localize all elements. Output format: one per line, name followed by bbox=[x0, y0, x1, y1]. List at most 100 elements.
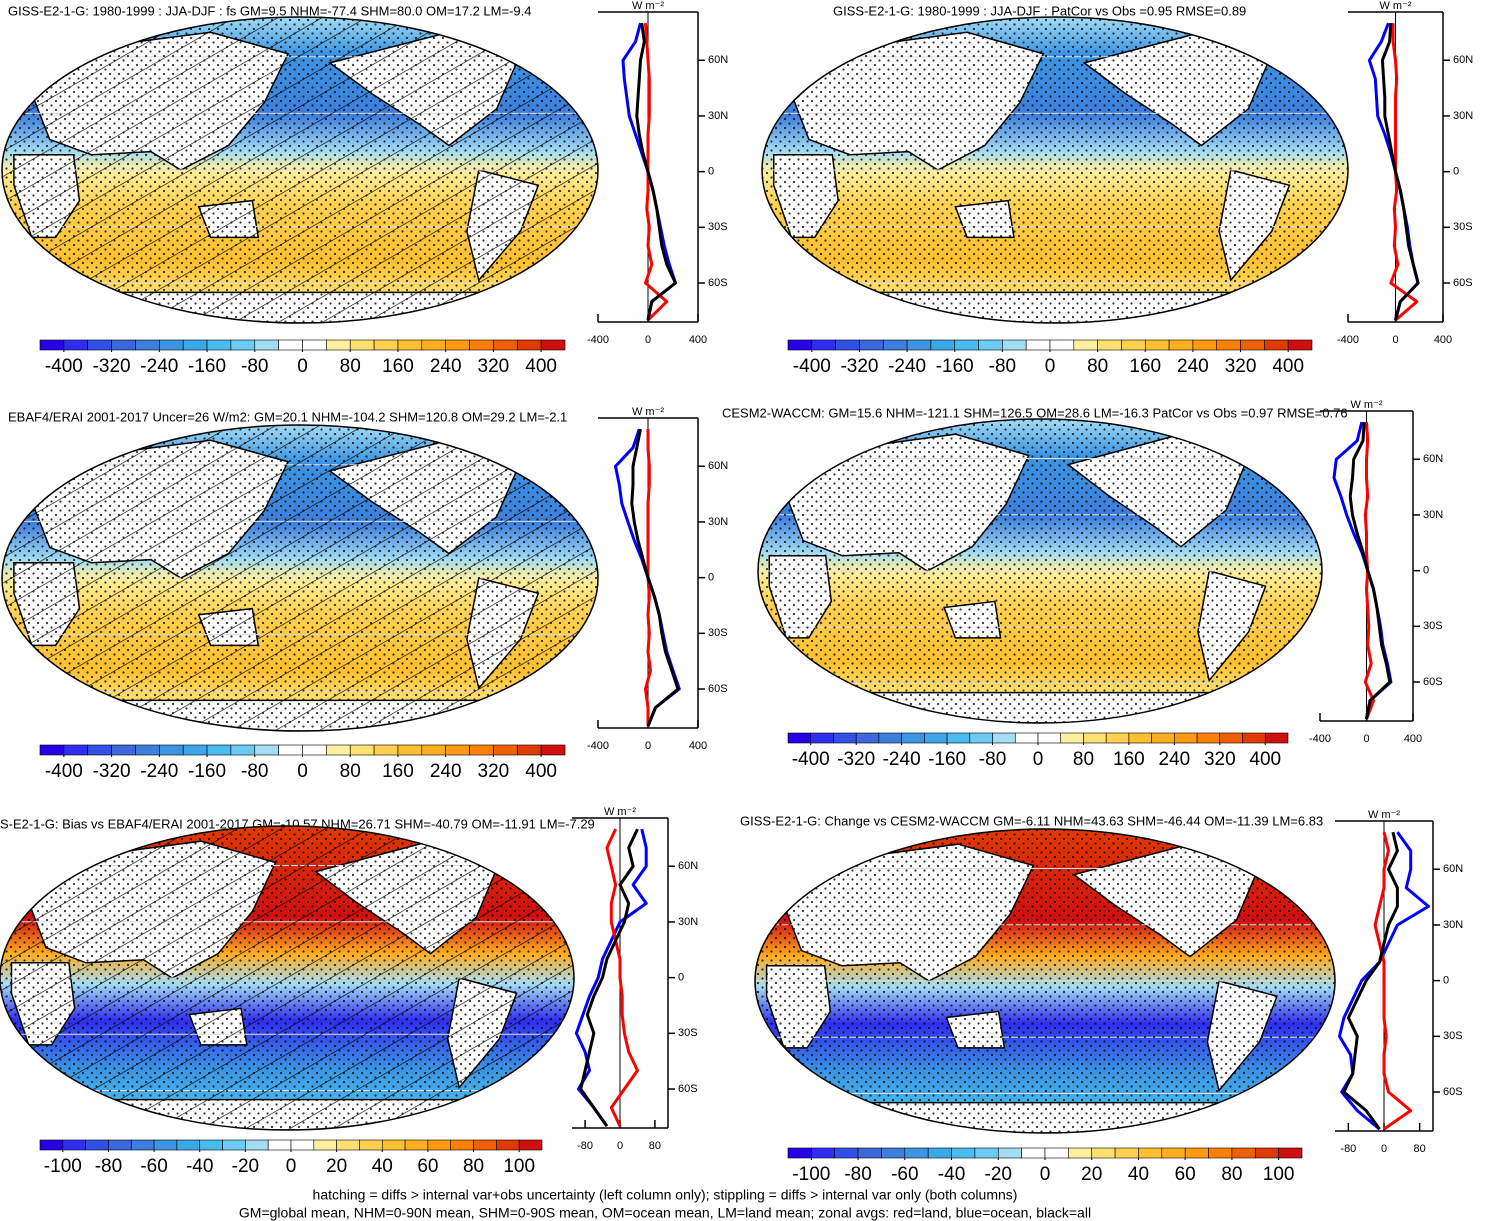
colorbar-box bbox=[469, 339, 494, 351]
y-tick-label: 60S bbox=[678, 1083, 698, 1095]
colorbar-box bbox=[182, 339, 208, 351]
colorbar-label: -80 bbox=[844, 1164, 871, 1185]
colorbar-label: 160 bbox=[1129, 356, 1161, 377]
colorbar-box bbox=[1242, 732, 1266, 744]
colorbar-label: -320 bbox=[93, 356, 131, 377]
colorbar-label: 320 bbox=[1204, 749, 1236, 770]
colorbar-box bbox=[1196, 732, 1221, 744]
continent bbox=[1270, 837, 1313, 891]
colorbar-box bbox=[997, 1147, 1022, 1159]
colorbar-box bbox=[1021, 1147, 1046, 1159]
map bbox=[2, 17, 598, 323]
colorbar-label: -160 bbox=[188, 356, 226, 377]
zonal-line bbox=[579, 828, 639, 1127]
y-tick-label: 60S bbox=[1423, 676, 1443, 688]
x-tick-label: -80 bbox=[1340, 1143, 1356, 1155]
colorbar-box bbox=[954, 339, 979, 351]
zonal-line bbox=[635, 22, 677, 321]
colorbar-label: -400 bbox=[45, 356, 83, 377]
colorbar-box bbox=[111, 744, 136, 756]
colorbar-box bbox=[313, 1139, 337, 1151]
colorbar-box bbox=[787, 732, 812, 744]
colorbar-label: -160 bbox=[188, 761, 226, 782]
y-tick-label: 30S bbox=[1443, 1030, 1463, 1042]
zonal-line bbox=[574, 828, 648, 1127]
colorbar-box bbox=[230, 744, 256, 756]
colorbar-box bbox=[787, 339, 813, 351]
colorbar-box bbox=[159, 744, 184, 756]
colorbar-box bbox=[373, 744, 399, 756]
y-tick-label: 60N bbox=[708, 54, 728, 66]
colorbar-label: -60 bbox=[140, 1156, 167, 1177]
x-tick-label: 400 bbox=[1434, 334, 1452, 346]
colorbar-label: 80 bbox=[340, 761, 361, 782]
colorbar-label: 240 bbox=[1159, 749, 1191, 770]
colorbar-box bbox=[881, 1147, 906, 1159]
colorbar-box bbox=[450, 1139, 474, 1151]
colorbar-box bbox=[85, 1139, 109, 1151]
colorbar-box bbox=[974, 1147, 999, 1159]
colorbar-box bbox=[135, 339, 160, 351]
x-tick-label: 400 bbox=[1404, 733, 1422, 745]
panel-title: GISS-E2-1-G: 1980-1999 : JJA-DJF : fs GM… bbox=[8, 3, 531, 18]
map bbox=[755, 829, 1335, 1133]
y-tick-label: 60S bbox=[1443, 1086, 1463, 1098]
y-tick-label: 60S bbox=[1453, 277, 1473, 289]
hatching bbox=[2, 17, 598, 323]
colorbar-box bbox=[87, 339, 112, 351]
y-tick-label: 0 bbox=[708, 166, 714, 178]
colorbar-label: 320 bbox=[1225, 356, 1257, 377]
units-label: W m⁻² bbox=[632, 406, 664, 418]
colorbar-label: 320 bbox=[478, 761, 510, 782]
x-tick-label: -80 bbox=[577, 1140, 593, 1152]
colorbar-box bbox=[336, 1139, 360, 1151]
colorbar-box bbox=[1138, 1147, 1163, 1159]
colorbar-box bbox=[421, 744, 446, 756]
colorbar-label: -40 bbox=[938, 1164, 965, 1185]
colorbar-box bbox=[206, 744, 232, 756]
colorbar-box bbox=[290, 1139, 315, 1151]
colorbar-label: -20 bbox=[232, 1156, 259, 1177]
colorbar-box bbox=[87, 744, 112, 756]
map bbox=[758, 419, 1322, 723]
colorbar-box bbox=[946, 732, 971, 744]
colorbar-label: 320 bbox=[478, 356, 510, 377]
colorbar-box bbox=[493, 339, 518, 351]
continent bbox=[1259, 427, 1301, 481]
colorbar-box bbox=[445, 339, 470, 351]
continent bbox=[531, 25, 576, 80]
colorbar-label: -320 bbox=[93, 761, 131, 782]
colorbar-box bbox=[1073, 339, 1098, 351]
colorbar-label: -40 bbox=[186, 1156, 213, 1177]
colorbar-box bbox=[206, 339, 232, 351]
colorbar-label: -60 bbox=[891, 1164, 918, 1185]
colorbar-box bbox=[540, 339, 566, 351]
colorbar-label: -400 bbox=[45, 761, 83, 782]
colorbar-box bbox=[159, 339, 184, 351]
colorbar-box bbox=[1278, 1147, 1303, 1159]
colorbar-box bbox=[182, 744, 208, 756]
map-outline bbox=[754, 828, 1336, 1134]
continent bbox=[1282, 25, 1326, 80]
colorbar-label: 80 bbox=[463, 1156, 484, 1177]
zonal-line bbox=[1380, 23, 1420, 321]
colorbar-box bbox=[901, 732, 925, 744]
stippling bbox=[758, 419, 1322, 723]
x-tick-label: 80 bbox=[649, 1140, 661, 1152]
y-tick-label: 30S bbox=[1453, 221, 1473, 233]
colorbar-box bbox=[111, 339, 136, 351]
colorbar-box bbox=[421, 339, 446, 351]
panel-title: GISS-E2-1-G: 1980-1999 : JJA-DJF : PatCo… bbox=[833, 3, 1246, 18]
y-tick-label: 30N bbox=[678, 916, 698, 928]
colorbar-box bbox=[1060, 732, 1084, 744]
colorbar-box bbox=[951, 1147, 976, 1159]
colorbar-box bbox=[835, 339, 860, 351]
colorbar-box bbox=[1231, 1147, 1256, 1159]
colorbar-box bbox=[1121, 339, 1146, 351]
colorbar-box bbox=[518, 1139, 543, 1151]
footnote: GM=global mean, NHM=0-90N mean, SHM=0-90… bbox=[239, 1205, 1091, 1221]
colorbar-box bbox=[857, 1147, 882, 1159]
colorbar-box bbox=[62, 1139, 86, 1151]
zonal-line bbox=[1332, 421, 1393, 720]
